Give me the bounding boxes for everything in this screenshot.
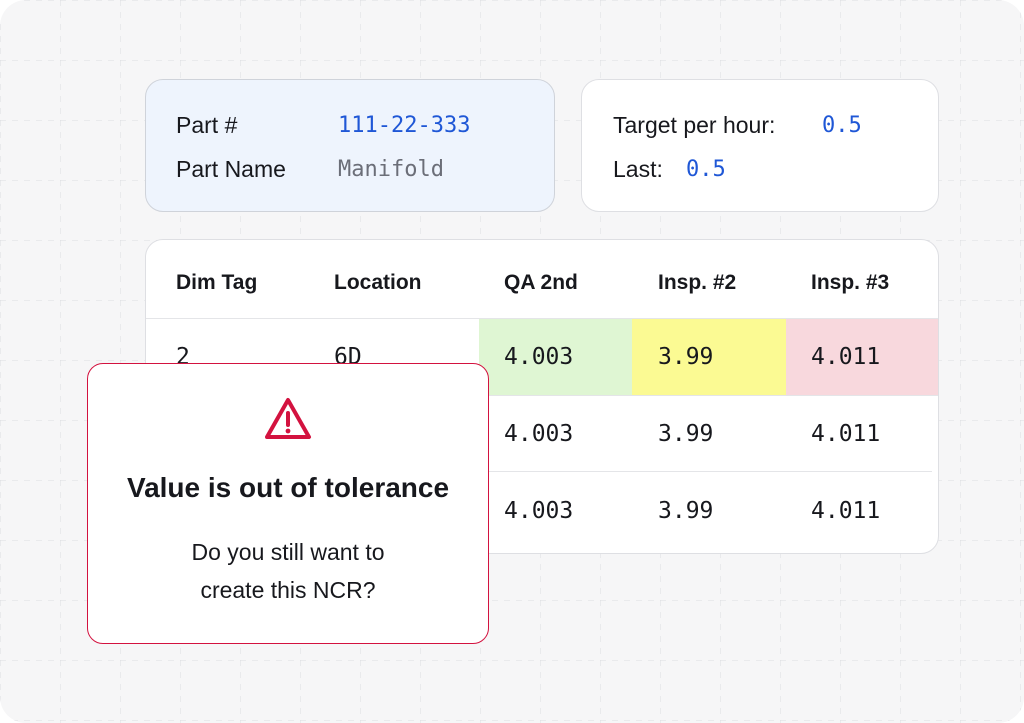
table-cell-insp-2[interactable]: 3.99	[658, 344, 714, 370]
alert-message-line-1: Do you still want to	[191, 539, 385, 565]
last-value: 0.5	[686, 157, 726, 182]
column-header-dim-tag: Dim Tag	[176, 271, 258, 294]
part-number-label: Part #	[176, 112, 238, 138]
table-cell-insp-3[interactable]: 4.011	[811, 498, 881, 524]
table-cell-insp-2[interactable]: 3.99	[658, 421, 714, 447]
alert-message: Do you still want to create this NCR?	[87, 533, 489, 609]
cell-insp3-out-of-tolerance-bg	[786, 318, 938, 395]
column-header-insp-3: Insp. #3	[811, 271, 890, 294]
part-number-value: 111-22-333	[338, 113, 471, 138]
alert-title: Value is out of tolerance	[126, 472, 450, 503]
table-cell-qa-2nd[interactable]: 4.003	[504, 421, 574, 447]
column-header-location: Location	[334, 271, 422, 294]
column-header-insp-2: Insp. #2	[658, 271, 737, 294]
target-per-hour-label: Target per hour:	[613, 112, 776, 138]
table-cell-insp-2[interactable]: 3.99	[658, 498, 714, 524]
part-name-value: Manifold	[338, 157, 444, 182]
cell-insp2-warning-bg	[632, 318, 786, 395]
cell-qa2nd-in-tolerance-bg	[479, 318, 632, 395]
row-divider	[146, 395, 938, 396]
last-label: Last:	[613, 156, 663, 182]
table-cell-qa-2nd[interactable]: 4.003	[504, 498, 574, 524]
table-cell-qa-2nd[interactable]: 4.003	[504, 344, 574, 370]
header-divider	[146, 318, 938, 319]
warning-triangle-icon	[265, 398, 311, 439]
part-name-label: Part Name	[176, 156, 286, 182]
row-divider	[146, 471, 932, 472]
table-cell-insp-3[interactable]: 4.011	[811, 421, 881, 447]
target-per-hour-value: 0.5	[822, 113, 862, 138]
alert-message-line-2: create this NCR?	[200, 577, 376, 603]
target-card	[581, 79, 939, 212]
table-cell-insp-3[interactable]: 4.011	[811, 344, 881, 370]
part-info-card	[145, 79, 555, 212]
out-of-tolerance-alert	[87, 363, 489, 644]
column-header-qa-2nd: QA 2nd	[504, 271, 578, 294]
